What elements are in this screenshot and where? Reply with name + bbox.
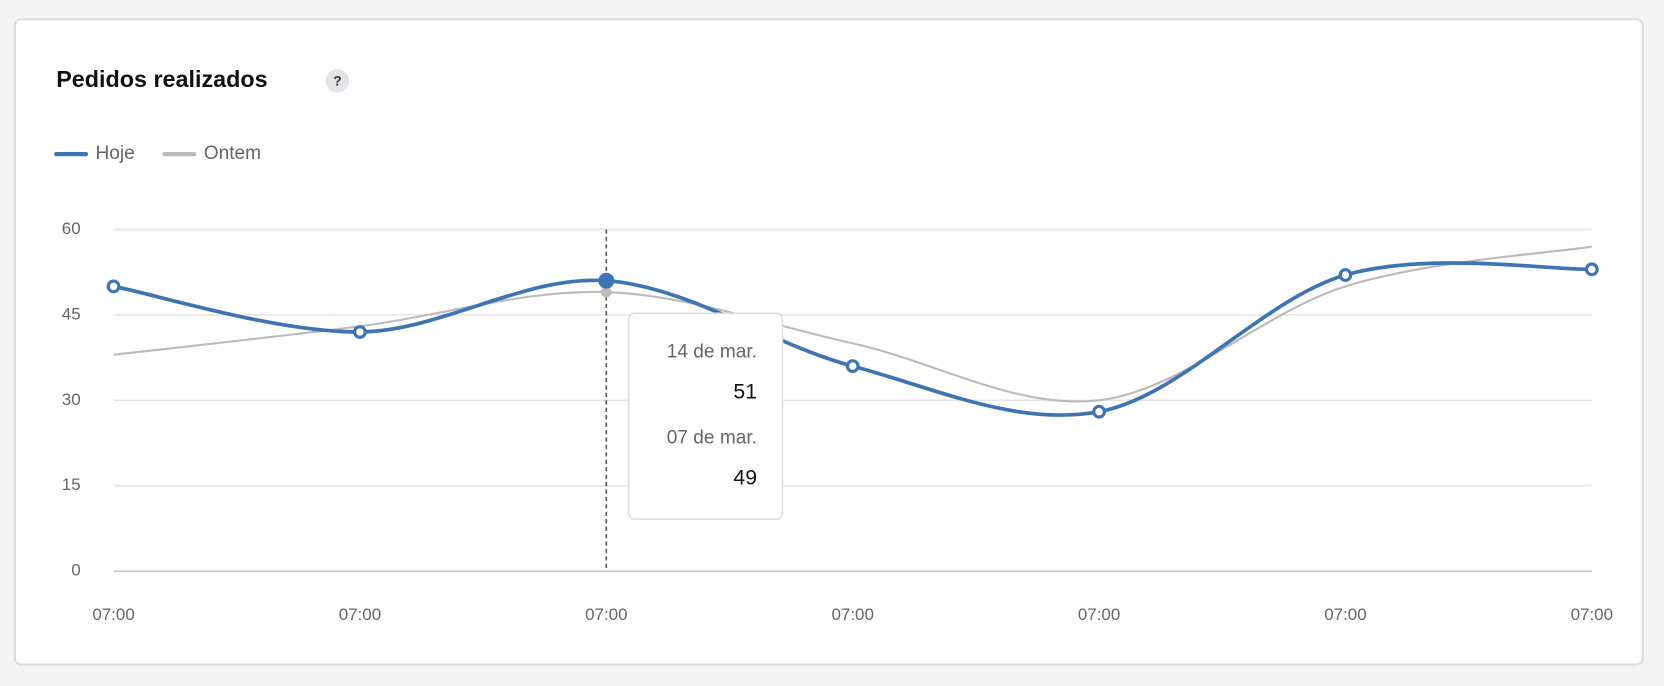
y-tick-label: 45	[62, 304, 81, 323]
point	[1584, 262, 1599, 277]
x-tick-label: 07:00	[1571, 605, 1613, 624]
point	[598, 272, 615, 289]
tooltip-date: 14 de mar.	[667, 342, 757, 363]
point	[845, 359, 860, 374]
y-tick-label: 60	[62, 219, 81, 238]
tooltip-value: 49	[733, 466, 757, 489]
tooltip-box	[627, 312, 784, 520]
legend: Hoje Ontem	[54, 143, 261, 164]
x-tick-label: 07:00	[1324, 605, 1366, 624]
x-tick-label: 07:00	[339, 605, 381, 624]
point	[601, 286, 612, 298]
point	[353, 325, 367, 339]
x-tick-label: 07:00	[1078, 605, 1120, 624]
y-tick-label: 0	[71, 561, 80, 580]
chart-title: Pedidos realizados	[56, 66, 267, 92]
point	[106, 279, 121, 294]
x-tick-label: 07:00	[831, 605, 873, 624]
tooltip-value: 51	[733, 380, 757, 403]
legend-label: Ontem	[204, 143, 261, 164]
tooltip-date: 07 de mar.	[667, 428, 757, 449]
card	[13, 18, 1644, 666]
point	[1092, 404, 1106, 419]
x-tick-label: 07:00	[585, 605, 627, 624]
y-tick-label: 30	[62, 390, 81, 409]
help-icon-text[interactable]: ?	[333, 74, 341, 89]
help-icon[interactable]	[325, 69, 350, 93]
tooltip: 14 de mar. 51 07 de mar. 49	[627, 312, 784, 520]
y-tick-label: 15	[62, 475, 81, 494]
x-tick-label: 07:00	[92, 605, 134, 624]
point	[1338, 268, 1353, 282]
legend-label: Hoje	[96, 143, 135, 164]
